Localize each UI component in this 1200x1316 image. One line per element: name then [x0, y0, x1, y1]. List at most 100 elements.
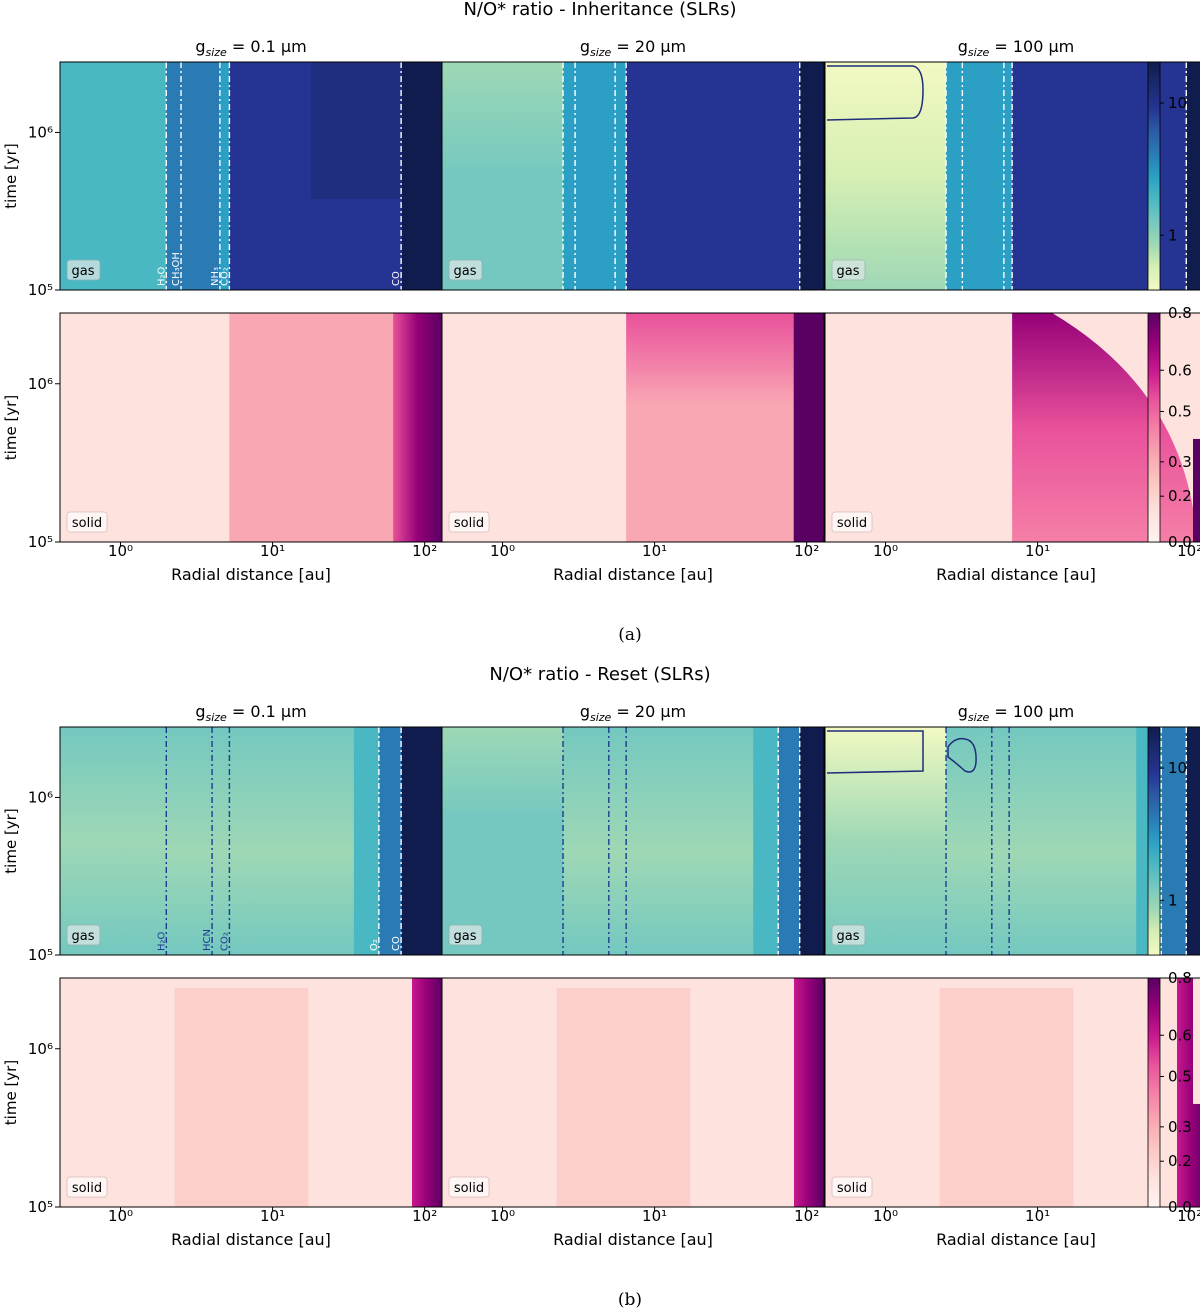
snowline-label: NH₃ [210, 267, 221, 286]
x-tick-label: 10⁰ [490, 542, 515, 560]
gas-panel-1-2 [825, 727, 1200, 955]
solid-label: solid [837, 516, 867, 531]
gas-outer-region [626, 62, 800, 290]
y-axis-label: time [yr] [2, 143, 20, 208]
x-axis-label: Radial distance [au] [553, 1230, 713, 1249]
x-tick-label: 10¹ [642, 1207, 667, 1225]
gas-label: gas [454, 264, 477, 279]
solid-colorbar-tick-label: 0.0 [1168, 533, 1192, 551]
solid-colorbar-tick-label: 0.6 [1168, 1026, 1192, 1044]
solid-colorbar [1147, 312, 1161, 543]
solid-label: solid [454, 516, 484, 531]
gas-label-box: gas [831, 259, 866, 281]
panel-frame [824, 977, 1200, 1208]
solid-band [626, 313, 824, 542]
y-axis-label: time [yr] [2, 395, 20, 460]
solid-panel-0-0 [60, 313, 442, 542]
solid-panel-1-0 [60, 978, 442, 1207]
solid-panel-0-1 [442, 313, 824, 542]
solid-edge [793, 313, 824, 542]
gas-panel-0-2 [825, 62, 1200, 290]
panel-frame [824, 312, 1200, 543]
gas-inner-region [60, 62, 171, 290]
gas-colorbar-tick-label: 10 [1168, 759, 1187, 777]
gas-co-region [799, 62, 824, 290]
figure-title: N/O* ratio - Inheritance (SLRs) [463, 0, 736, 20]
solid-label-box: solid [66, 1176, 108, 1198]
x-tick-label: 10¹ [1025, 1207, 1050, 1225]
gas-label: gas [72, 264, 95, 279]
gas-outer-region [778, 727, 800, 955]
solid-colorbar-tick-label: 0.2 [1168, 487, 1192, 505]
panel-frame [441, 312, 825, 543]
x-tick-label: 10⁰ [490, 1207, 515, 1225]
x-tick-label: 10¹ [260, 1207, 285, 1225]
solid-edge [412, 978, 442, 1207]
snowline-label: HCN [202, 929, 213, 951]
gas-label-box: gas [448, 259, 483, 281]
x-tick-label: 10² [412, 542, 437, 560]
gas-panel-0-0 [60, 62, 442, 290]
solid-panel-1-1 [442, 978, 824, 1207]
x-tick-label: 10⁰ [873, 1207, 898, 1225]
solid-edge [393, 313, 442, 542]
gas-colorbar-tick-label: 1 [1168, 891, 1178, 909]
y-tick-label: 10⁵ [28, 946, 53, 964]
gas-inner-region [825, 727, 951, 955]
solid-colorbar-tick-label: 0.6 [1168, 361, 1192, 379]
panel-frame [441, 726, 825, 956]
gas-mid-region [166, 62, 220, 290]
x-tick-label: 10² [1177, 542, 1200, 560]
panel-title: gsize = 100 μm [958, 702, 1074, 724]
solid-label-box: solid [831, 511, 873, 533]
gas-label-box: gas [66, 259, 101, 281]
gas-mid-region [946, 62, 1004, 290]
gas-label: gas [837, 929, 860, 944]
solid-faint [174, 988, 309, 1207]
gas-mid-region [946, 727, 1162, 955]
gas-label-box: gas [831, 924, 866, 946]
x-axis-label: Radial distance [au] [171, 565, 331, 584]
contour-line [826, 65, 924, 121]
solid-colorbar-tick-label: 0.8 [1168, 969, 1192, 987]
solid-label: solid [72, 1181, 102, 1196]
gas-label-box: gas [448, 924, 483, 946]
solid-panel-0-2 [825, 313, 1200, 542]
solid-colorbar-tick-label: 0.0 [1168, 1198, 1192, 1216]
solid-panel-1-2 [825, 978, 1200, 1207]
gas-inner-region [442, 727, 568, 955]
x-axis-label: Radial distance [au] [553, 565, 713, 584]
panel-title: gsize = 0.1 μm [195, 37, 306, 59]
solid-label-box: solid [448, 1176, 490, 1198]
gas-label: gas [837, 264, 860, 279]
y-tick-label: 10⁵ [28, 281, 53, 299]
snowline-label: CO [391, 271, 402, 286]
y-tick-label: 10⁶ [28, 375, 53, 393]
gas-co-region [1186, 727, 1200, 955]
gas-shade [311, 62, 402, 199]
gas-label: gas [454, 929, 477, 944]
solid-colorbar-tick-label: 0.3 [1168, 453, 1192, 471]
gas-colorbar-tick-label: 1 [1168, 226, 1178, 244]
y-tick-label: 10⁶ [28, 788, 53, 806]
solid-edge [794, 978, 824, 1207]
x-tick-label: 10² [794, 1207, 819, 1225]
panel-title: gsize = 20 μm [580, 37, 686, 59]
snowline-label: CH₃OH [171, 252, 182, 286]
solid-colorbar-tick-label: 0.5 [1168, 1067, 1192, 1085]
gas-co-region [1186, 62, 1200, 290]
y-axis-label: time [yr] [2, 1060, 20, 1125]
gas-label: gas [72, 929, 95, 944]
x-tick-label: 10⁰ [108, 1207, 133, 1225]
gas-mid-region [563, 62, 616, 290]
solid-label-box: solid [66, 511, 108, 533]
snowline-label: CO [391, 936, 402, 951]
solid-faint [556, 988, 691, 1207]
x-tick-label: 10⁰ [873, 542, 898, 560]
x-tick-label: 10² [794, 542, 819, 560]
contour-island [947, 737, 977, 773]
solid-colorbar [1147, 977, 1161, 1208]
x-axis-label: Radial distance [au] [936, 1230, 1096, 1249]
gas-outer-region [1161, 727, 1187, 955]
gas-panel-0-1 [442, 62, 824, 290]
